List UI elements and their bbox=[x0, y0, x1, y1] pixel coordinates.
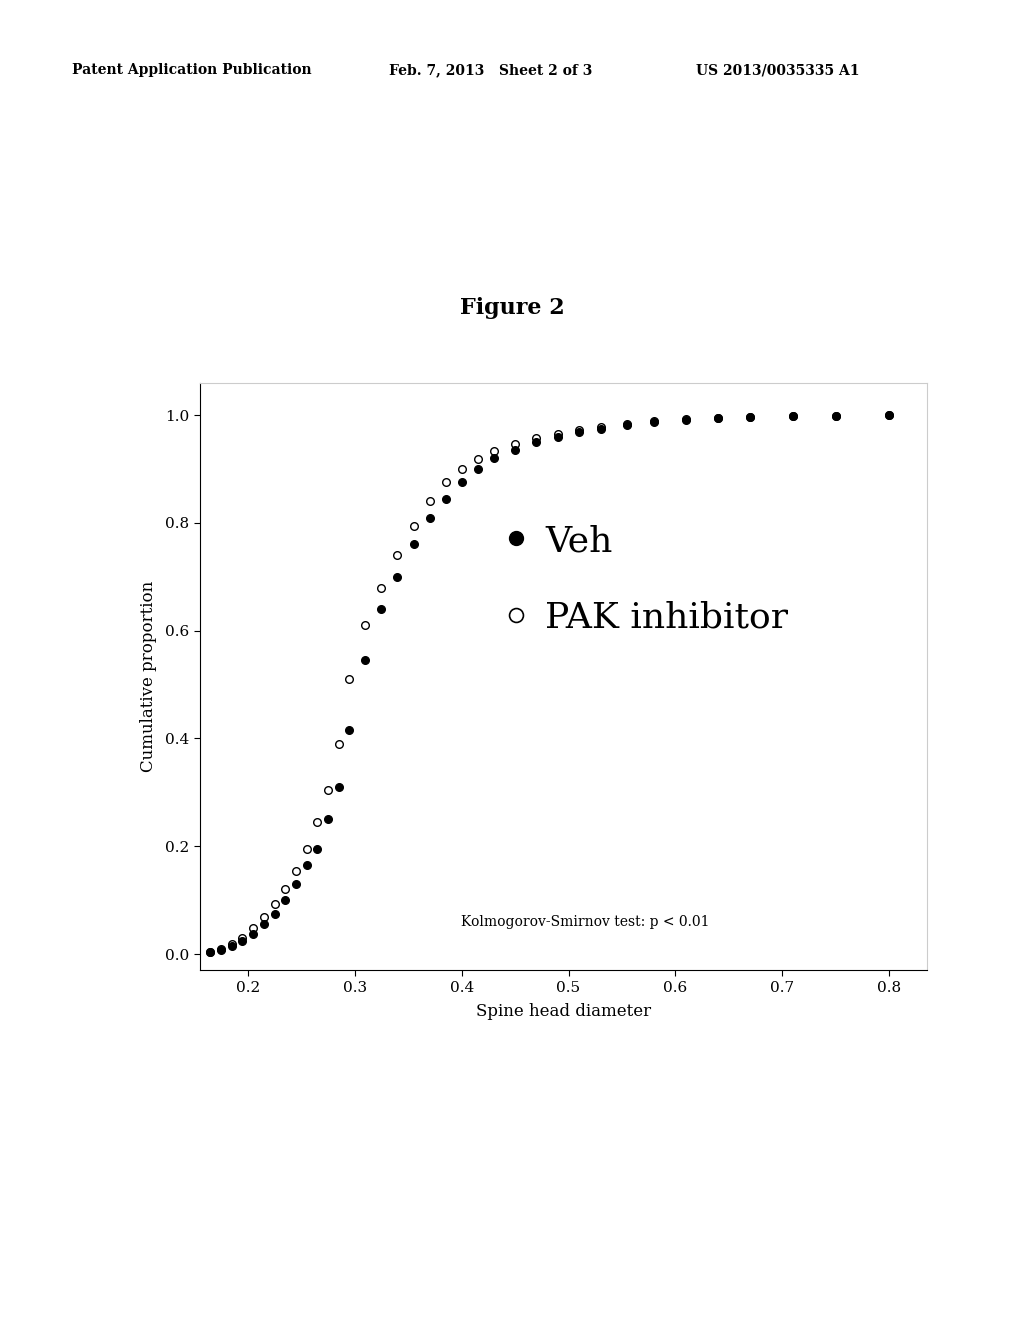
Text: Kolmogorov-Smirnov test: p < 0.01: Kolmogorov-Smirnov test: p < 0.01 bbox=[462, 915, 710, 929]
Text: Patent Application Publication: Patent Application Publication bbox=[72, 63, 311, 78]
Text: Figure 2: Figure 2 bbox=[460, 297, 564, 319]
Text: PAK inhibitor: PAK inhibitor bbox=[545, 601, 788, 635]
Text: US 2013/0035335 A1: US 2013/0035335 A1 bbox=[696, 63, 860, 78]
Y-axis label: Cumulative proportion: Cumulative proportion bbox=[139, 581, 157, 772]
X-axis label: Spine head diameter: Spine head diameter bbox=[475, 1003, 651, 1020]
Text: Veh: Veh bbox=[545, 524, 612, 558]
Text: Feb. 7, 2013   Sheet 2 of 3: Feb. 7, 2013 Sheet 2 of 3 bbox=[389, 63, 593, 78]
